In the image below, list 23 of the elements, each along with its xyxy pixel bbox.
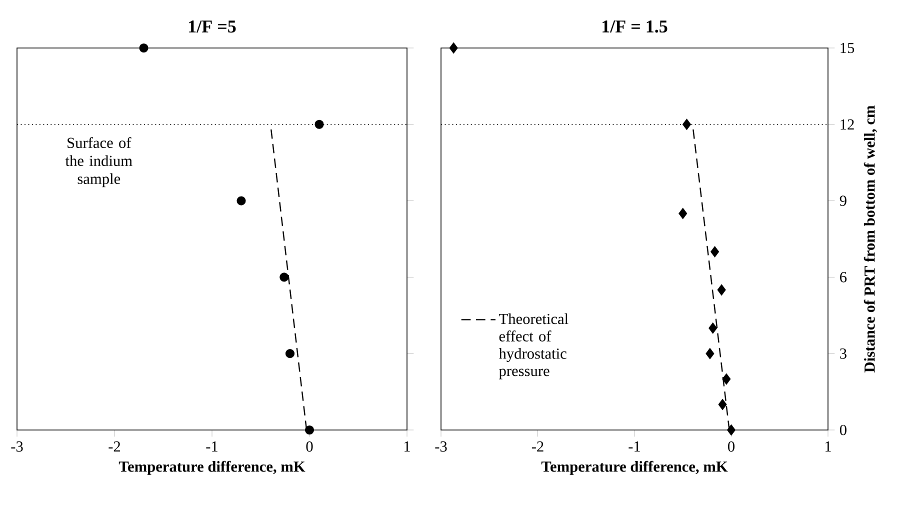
x-tick-label: 1 — [826, 441, 831, 452]
y-tick-label: 6 — [840, 272, 847, 282]
x-tick-label: 0 — [306, 441, 313, 452]
y-axis-title: Distance of PRT from bottom of well, cm — [864, 106, 878, 372]
y-tick-label: 9 — [840, 196, 846, 206]
y-tick-label: 15 — [840, 42, 854, 54]
y-tick-label: 12 — [840, 119, 854, 130]
chart-title: 1/F = 1.5 — [602, 20, 668, 33]
x-tick-label: 0 — [728, 441, 735, 452]
x-tick-label: -2 — [532, 441, 544, 452]
chart-title: 1/F =5 — [189, 20, 236, 33]
x-tick-label: -3 — [11, 441, 23, 452]
y-tick-label: 0 — [840, 424, 846, 436]
legend-label: Theoretical effect of hydrostatic pressure — [498, 313, 568, 380]
ref-line-label: Surface of the indium sample — [65, 137, 132, 188]
x-tick-label: -3 — [435, 441, 447, 452]
x-axis-title: Temperature difference, mK — [541, 460, 728, 475]
x-axis-title: Temperature difference, mK — [118, 460, 306, 475]
x-tick-label: 1 — [404, 441, 410, 452]
y-tick-label: 3 — [840, 348, 846, 359]
x-tick-label: -1 — [206, 441, 218, 452]
x-tick-label: -1 — [628, 441, 640, 452]
x-tick-label: -2 — [108, 441, 120, 452]
